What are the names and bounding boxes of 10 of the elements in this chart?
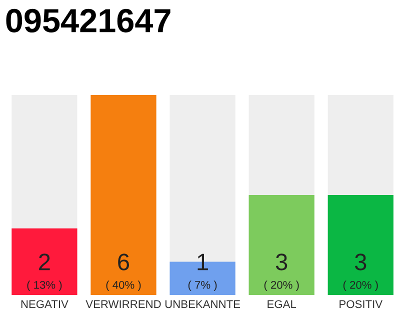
x-tick-label: EGAL xyxy=(268,300,296,308)
x-tick-label: POSITIV xyxy=(340,300,383,308)
chart-title: 095421647 xyxy=(6,8,170,32)
data-label: 3 ( 20% ) xyxy=(343,254,378,292)
x-tick-label: VERWIRREND xyxy=(86,300,161,308)
data-label: 3 ( 20% ) xyxy=(264,254,299,292)
data-label: 2 ( 13% ) xyxy=(27,254,62,292)
data-label: 6 ( 40% ) xyxy=(106,254,141,292)
x-tick-label: NEGATIV xyxy=(21,300,68,308)
x-tick-label: UNBEKANNTE xyxy=(165,300,240,308)
